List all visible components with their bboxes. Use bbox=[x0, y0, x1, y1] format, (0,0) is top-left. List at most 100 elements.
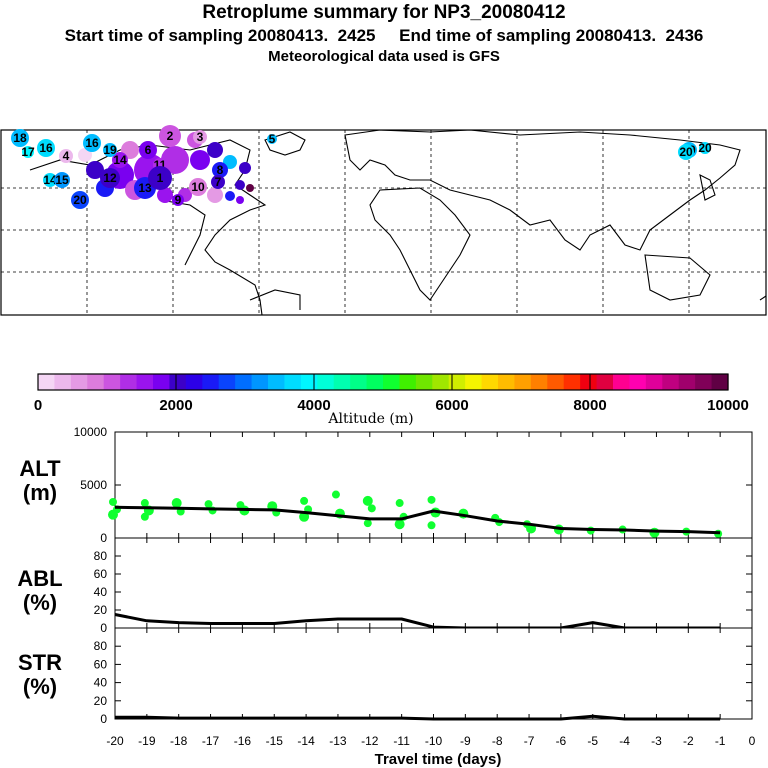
plume-blob bbox=[246, 184, 254, 192]
plume-marker bbox=[189, 178, 207, 196]
abl-frame bbox=[114, 537, 753, 629]
colorbar-swatch bbox=[514, 374, 532, 390]
plume-marker bbox=[83, 134, 101, 152]
plume-marker-label: 20 bbox=[73, 193, 87, 207]
plume-marker bbox=[100, 168, 120, 188]
colorbar-swatch bbox=[251, 374, 269, 390]
colorbar-swatch bbox=[87, 374, 105, 390]
abl-panel-label: ABL (%) bbox=[17, 566, 62, 615]
colorbar-label: Altitude (m) bbox=[327, 411, 413, 427]
met-data-note: Meteorological data used is GFS bbox=[268, 48, 500, 65]
plume-marker-label: 4 bbox=[63, 149, 70, 163]
colorbar-swatch bbox=[366, 374, 384, 390]
plume-marker-label: 2 bbox=[167, 129, 174, 143]
str-ytick-label: 20 bbox=[94, 694, 108, 708]
alt-scatter-point bbox=[331, 490, 340, 499]
plume-marker-label: 9 bbox=[175, 193, 182, 207]
colorbar-swatch bbox=[662, 374, 680, 390]
str-ytick-label: 40 bbox=[94, 676, 108, 690]
alt-panel: 10000 5000 0 bbox=[74, 425, 753, 545]
plume-blob bbox=[225, 191, 235, 201]
plume-marker-label: 18 bbox=[13, 131, 27, 145]
colorbar-frame bbox=[37, 373, 729, 391]
str-label: STR bbox=[18, 650, 62, 675]
plume-marker-label: 17 bbox=[21, 145, 35, 159]
plume-blob bbox=[157, 187, 173, 203]
colorbar-swatch bbox=[153, 374, 171, 390]
x-tick-label: -14 bbox=[297, 734, 315, 748]
alt-scatter-point bbox=[394, 519, 405, 530]
abl-ytick-label: 20 bbox=[94, 603, 108, 617]
alt-scatter-point bbox=[649, 527, 660, 538]
plume-marker bbox=[699, 142, 711, 154]
colorbar-swatch bbox=[547, 374, 565, 390]
plume-blob bbox=[86, 161, 104, 179]
plume-marker-label: 13 bbox=[138, 181, 152, 195]
colorbar-tick-label: 2000 bbox=[159, 397, 192, 414]
alt-scatter-point bbox=[140, 499, 149, 508]
alt-scatter-point bbox=[171, 498, 182, 509]
x-tick-label: -6 bbox=[556, 734, 567, 748]
x-tick-label: -9 bbox=[460, 734, 471, 748]
plume-marker-label: 7 bbox=[215, 175, 222, 189]
plume-blob bbox=[235, 180, 245, 190]
colorbar-swatch bbox=[465, 374, 483, 390]
plume-marker bbox=[678, 144, 694, 160]
colorbar-swatch bbox=[169, 374, 187, 390]
plume-marker-label: 20 bbox=[679, 145, 693, 159]
colorbar-swatch bbox=[711, 374, 729, 390]
plume-blob bbox=[236, 196, 244, 204]
colorbar-tick-label: 4000 bbox=[297, 397, 330, 414]
plume-marker-label: 19 bbox=[103, 143, 117, 157]
plume-marker-label: 5 bbox=[269, 132, 276, 146]
colorbar-swatch bbox=[432, 374, 450, 390]
x-axis-label: Travel time (days) bbox=[375, 751, 502, 768]
plume-marker-label: 16 bbox=[39, 141, 53, 155]
alt-scatter-point bbox=[362, 495, 373, 506]
colorbar-swatch bbox=[136, 374, 154, 390]
colorbar-swatch bbox=[563, 374, 581, 390]
colorbar-swatch bbox=[54, 374, 72, 390]
alt-scatter-point bbox=[204, 500, 213, 509]
str-panel-label: STR (%) bbox=[18, 650, 62, 699]
str-frame bbox=[114, 627, 753, 720]
plume-marker bbox=[193, 130, 207, 144]
plume-markers: 1817161614152019204231213141110961587201… bbox=[11, 125, 712, 209]
colorbar-swatch bbox=[218, 374, 236, 390]
x-tick-label: -16 bbox=[234, 734, 252, 748]
plume-marker bbox=[148, 166, 172, 190]
str-ytick-label: 80 bbox=[94, 639, 108, 653]
plume-marker-label: 16 bbox=[85, 136, 99, 150]
str-series-line bbox=[115, 714, 721, 721]
plume-marker-label: 10 bbox=[191, 180, 205, 194]
x-tick-label: -3 bbox=[651, 734, 662, 748]
plume-blob bbox=[207, 142, 223, 158]
colorbar-swatch bbox=[580, 374, 598, 390]
colorbar-swatch bbox=[70, 374, 88, 390]
plume-marker bbox=[139, 141, 157, 159]
alt-scatter-point bbox=[363, 519, 372, 528]
alt-scatter-point bbox=[140, 512, 149, 521]
plume-marker-label: 15 bbox=[55, 173, 69, 187]
colorbar-swatches bbox=[38, 374, 729, 390]
colorbar-swatch bbox=[613, 374, 631, 390]
abl-ytick-label: 0 bbox=[100, 621, 107, 635]
plume-blob bbox=[161, 146, 189, 174]
colorbar-ticks: 0 2000 4000 6000 8000 10000 bbox=[34, 374, 749, 414]
x-tick-label: -17 bbox=[202, 734, 220, 748]
colorbar-swatch bbox=[498, 374, 516, 390]
x-tick-label: -11 bbox=[393, 734, 410, 748]
plume-marker bbox=[22, 146, 34, 158]
colorbar-swatch bbox=[300, 374, 318, 390]
chart-title: Retroplume summary for NP3_20080412 bbox=[202, 2, 566, 23]
colorbar-tick-label: 8000 bbox=[573, 397, 606, 414]
colorbar-swatch bbox=[120, 374, 138, 390]
abl-ytick-label: 60 bbox=[94, 567, 108, 581]
x-tick-label: -5 bbox=[587, 734, 598, 748]
colorbar-swatch bbox=[645, 374, 663, 390]
alt-scatter-point bbox=[427, 521, 436, 530]
plume-marker bbox=[103, 143, 117, 157]
colorbar-swatch bbox=[350, 374, 368, 390]
alt-scatter-point bbox=[109, 497, 117, 506]
